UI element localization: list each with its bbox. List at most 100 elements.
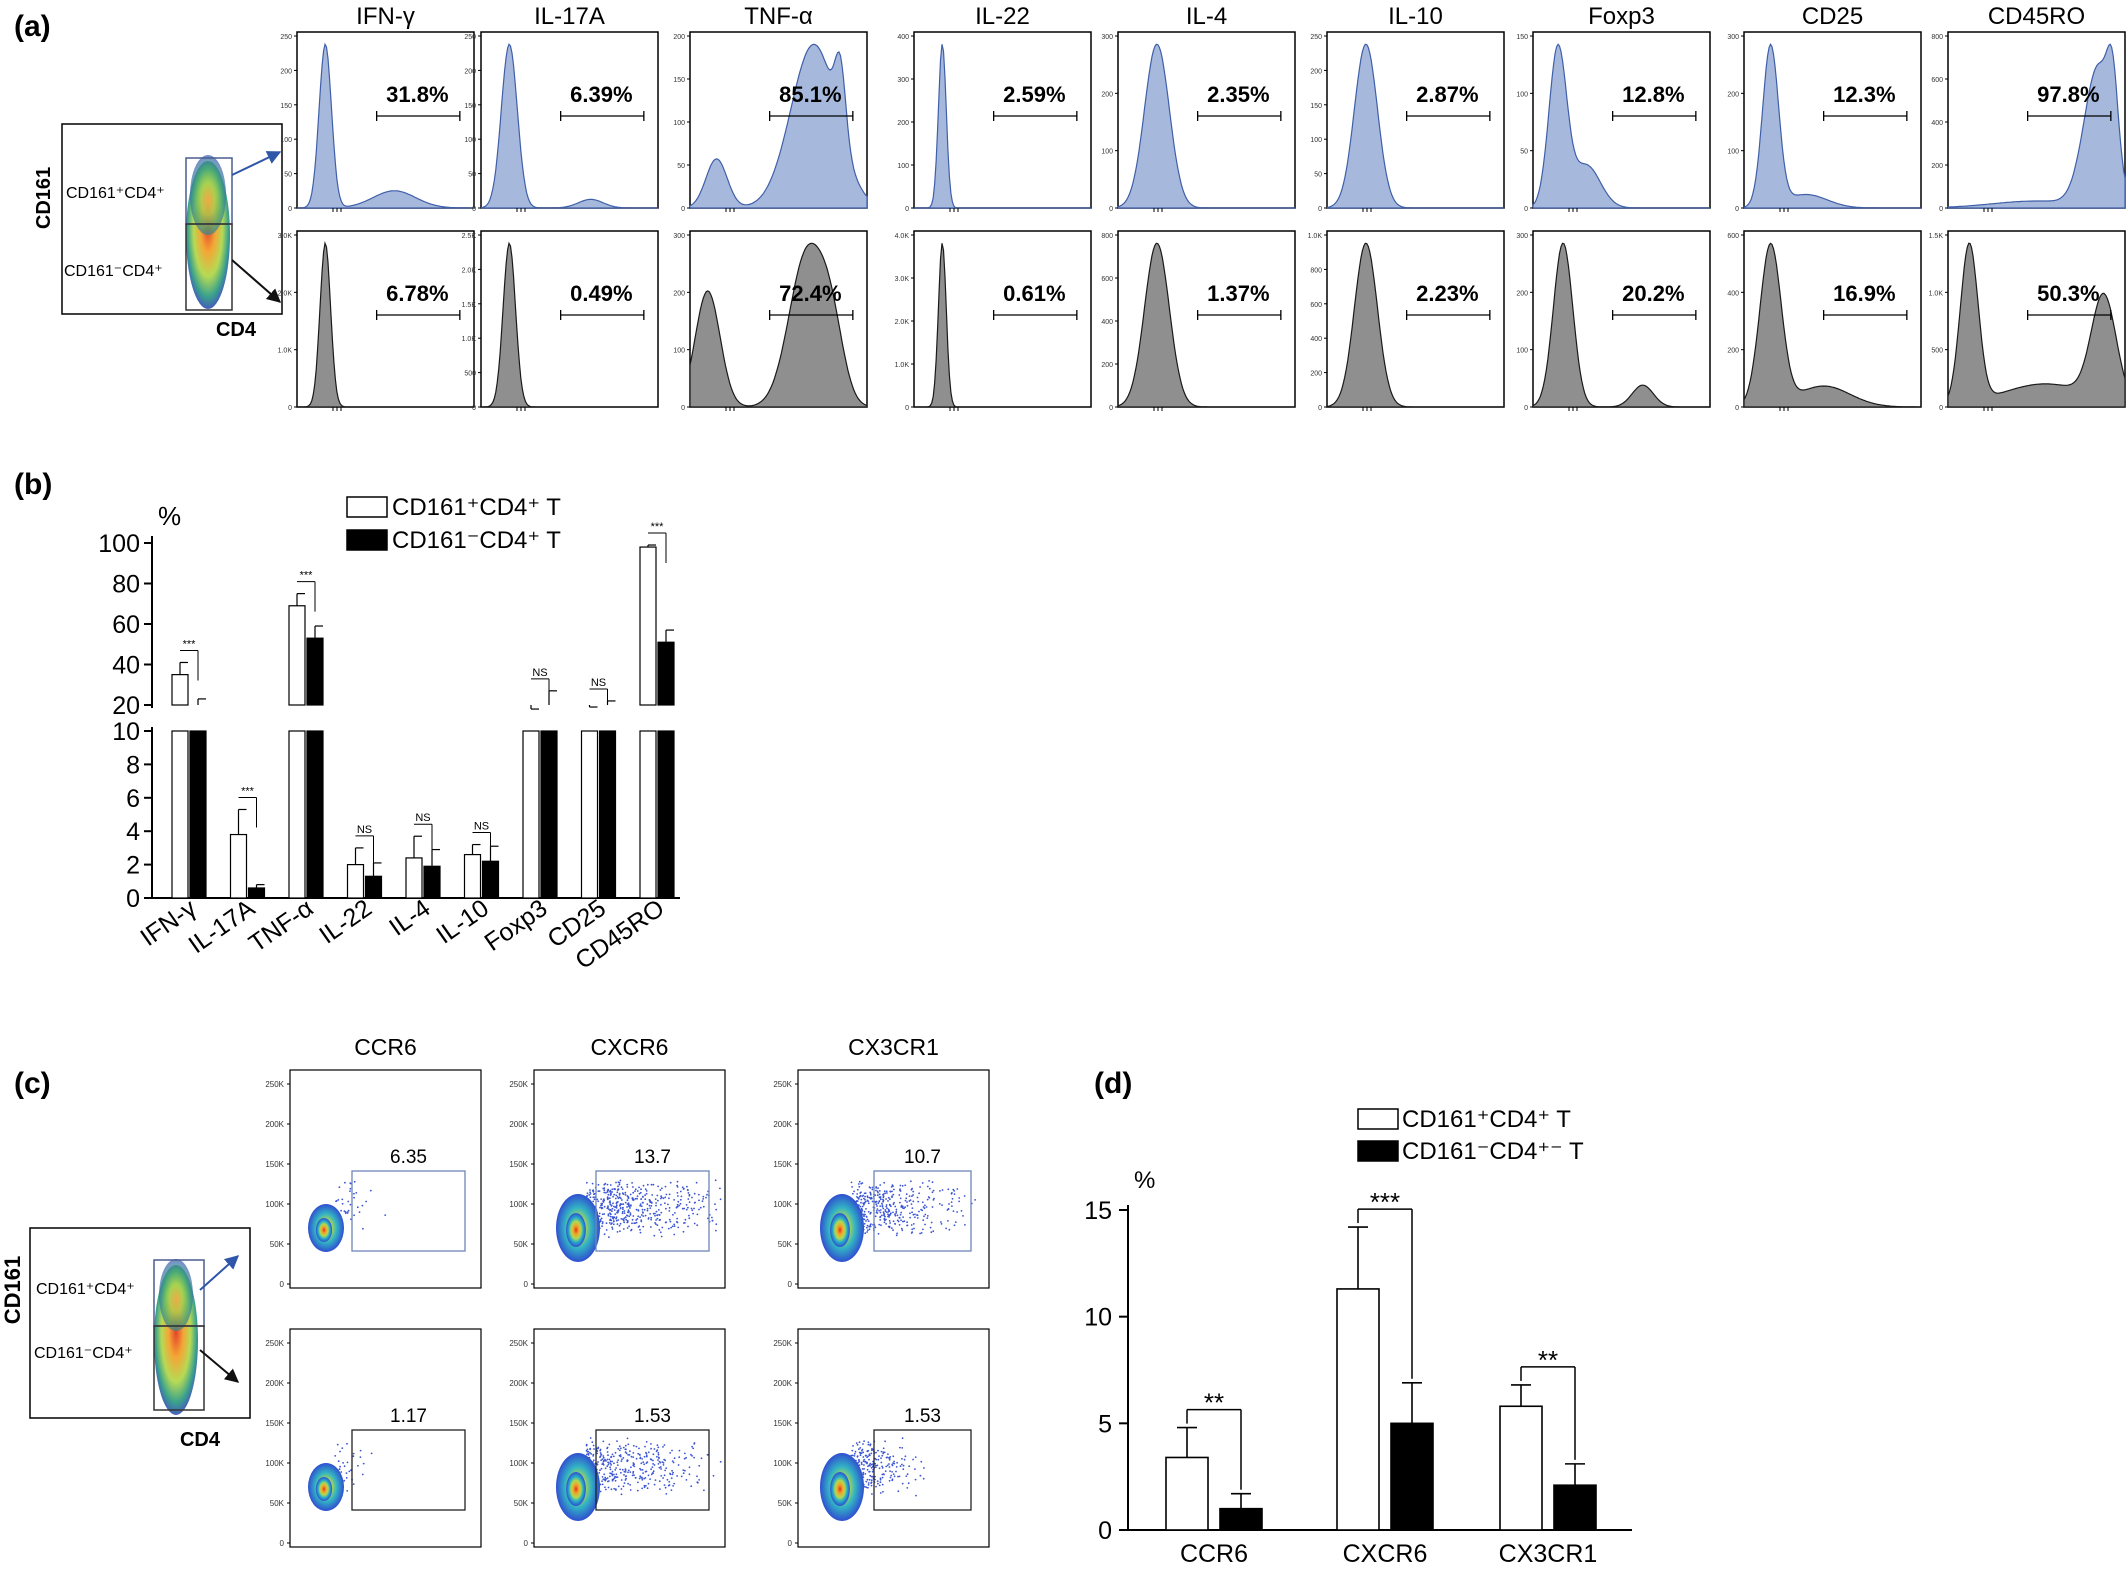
histogram-curve — [1532, 43, 1710, 209]
scatter-dot — [658, 1480, 661, 1483]
scatter-dot — [679, 1198, 682, 1201]
scatter-dot — [865, 1208, 867, 1210]
scatter-dot — [665, 1193, 668, 1196]
scatter-dot — [879, 1196, 882, 1198]
scatter-dot — [681, 1186, 684, 1189]
histogram-curve — [689, 43, 868, 209]
scatter-dot — [870, 1196, 873, 1199]
scatter-dot — [914, 1468, 916, 1470]
b-bar-cd161-neg — [598, 700, 617, 899]
scatter-dot — [659, 1197, 662, 1200]
scatter-dot — [636, 1197, 638, 1200]
scatter-cd161-neg: 250K 200K 150K 100K 50K 0 1.53 — [509, 1328, 726, 1548]
scatter-gate-value: 1.53 — [634, 1406, 671, 1427]
scatter-dot — [888, 1466, 891, 1468]
scatter-dot — [617, 1219, 620, 1221]
scatter-dot — [645, 1190, 648, 1192]
scatter-dot — [624, 1479, 627, 1481]
scatter-dot — [601, 1476, 604, 1478]
gate-a-neg-label: CD161⁻CD4⁺ — [64, 263, 163, 280]
scatter-dot — [627, 1482, 629, 1485]
scatter-dot — [653, 1464, 656, 1466]
scatter-dot — [678, 1456, 681, 1459]
scatter-dot — [680, 1195, 683, 1198]
scatter-dot — [911, 1228, 914, 1231]
scatter-dot — [610, 1472, 613, 1475]
scatter-dot — [861, 1449, 863, 1452]
scatter-dot — [589, 1437, 592, 1439]
scatter-dot — [923, 1215, 925, 1218]
histogram-y-tick: 500 — [464, 371, 476, 378]
scatter-dot — [860, 1463, 863, 1466]
scatter-dot — [621, 1212, 624, 1215]
scatter-dot — [953, 1193, 956, 1195]
scatter-dot — [636, 1190, 639, 1192]
scatter-dot — [617, 1447, 620, 1450]
scatter-dot — [912, 1223, 915, 1225]
scatter-dot — [624, 1201, 627, 1204]
scatter-dot — [887, 1200, 889, 1202]
scatter-dot — [623, 1482, 626, 1484]
scatter-dot — [610, 1204, 613, 1207]
histogram-curve — [481, 241, 658, 408]
scatter-dot — [656, 1449, 659, 1452]
histogram-cd161-pos: 2.35% 300 200 100 0 — [1101, 31, 1296, 213]
scatter-dot — [626, 1227, 629, 1229]
legend-d-label-pos: CD161⁺CD4⁺ T — [1402, 1106, 1571, 1133]
histogram-cd161-pos: 12.3% 300 200 100 0 — [1727, 31, 1922, 213]
d-bar-rect — [1165, 1456, 1209, 1531]
histogram-y-tick: 50 — [1314, 172, 1322, 179]
scatter-dot — [857, 1198, 860, 1200]
scatter-dot — [607, 1454, 609, 1457]
scatter-dot — [693, 1222, 696, 1225]
scatter-dot — [921, 1201, 924, 1204]
scatter-dot — [888, 1220, 891, 1222]
scatter-dot — [646, 1487, 649, 1490]
scatter-dot — [653, 1448, 656, 1450]
scatter-dot — [881, 1205, 884, 1208]
scatter-dot — [609, 1466, 611, 1469]
b-bar-cd161-neg — [423, 848, 441, 899]
scatter-dot — [647, 1217, 650, 1219]
scatter-dot — [634, 1197, 637, 1200]
histogram-y-tick: 0 — [905, 405, 909, 412]
scatter-dot — [344, 1181, 346, 1184]
histogram-cd161-neg: 16.9% 600 400 200 0 — [1727, 230, 1922, 412]
scatter-dot — [661, 1226, 664, 1229]
scatter-dot — [607, 1213, 610, 1216]
scatter-dot — [893, 1475, 896, 1478]
legend-b-label-neg: CD161⁻CD4⁺ T — [392, 527, 561, 554]
scatter-dot — [912, 1213, 915, 1216]
scatter-dot — [608, 1458, 611, 1461]
scatter-dot — [895, 1234, 898, 1237]
scatter-dot — [604, 1467, 607, 1470]
scatter-dot — [599, 1448, 602, 1451]
d-y-tick-label: 0 — [1098, 1517, 1112, 1545]
scatter-dot — [698, 1199, 700, 1202]
scatter-dot — [866, 1218, 869, 1221]
scatter-dot — [603, 1205, 606, 1208]
scatter-dot — [611, 1207, 614, 1210]
scatter-dot — [598, 1212, 601, 1215]
scatter-dot — [905, 1193, 908, 1196]
scatter-dot — [696, 1224, 699, 1227]
histogram-y-tick: 100 — [1101, 149, 1113, 156]
scatter-dot — [353, 1192, 355, 1195]
scatter-dot — [657, 1185, 659, 1188]
scatter-dot — [656, 1455, 658, 1458]
scatter-dot — [879, 1216, 881, 1219]
scatter-dot — [629, 1212, 632, 1214]
scatter-dot — [358, 1211, 361, 1213]
scatter-dot — [639, 1216, 641, 1218]
scatter-dot — [681, 1207, 684, 1210]
scatter-dot — [346, 1212, 349, 1214]
histogram-y-tick: 0 — [1939, 405, 1943, 412]
b-bar-rect-upper — [639, 546, 657, 706]
scatter-dot — [628, 1204, 630, 1206]
scatter-dot — [858, 1459, 860, 1461]
scatter-dot — [597, 1461, 599, 1463]
scatter-dot — [909, 1216, 911, 1219]
scatter-dot — [887, 1208, 890, 1211]
scatter-dot — [894, 1214, 897, 1217]
scatter-dot — [654, 1479, 657, 1481]
